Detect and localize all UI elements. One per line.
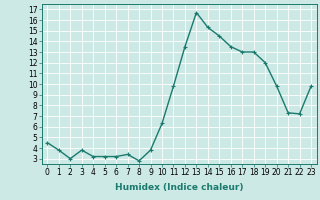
X-axis label: Humidex (Indice chaleur): Humidex (Indice chaleur) [115,183,244,192]
